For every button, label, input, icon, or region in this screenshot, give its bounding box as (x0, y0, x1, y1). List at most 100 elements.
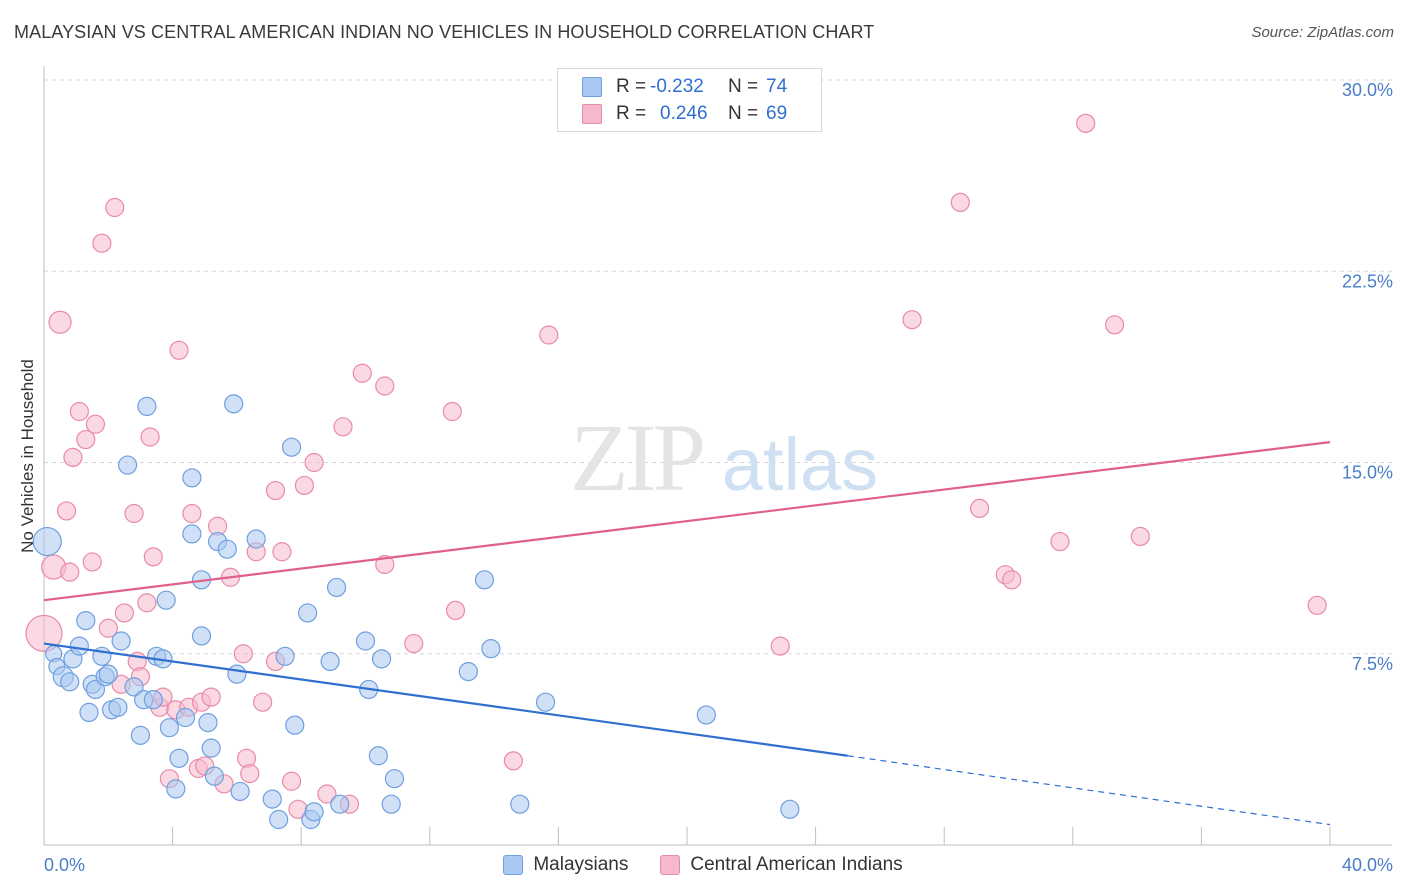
data-point (48, 310, 72, 334)
data-point (111, 631, 131, 651)
grid-lines (44, 79, 1392, 655)
data-point (217, 539, 237, 559)
trend-line (43, 642, 848, 757)
data-point (56, 501, 77, 521)
data-point (182, 503, 202, 524)
y-tick-label: 30.0% (1342, 80, 1393, 100)
legend-r-value: -0.232 (650, 76, 704, 97)
data-point (85, 679, 106, 700)
data-point (85, 414, 106, 434)
data-point (182, 468, 202, 488)
trend-line (43, 441, 1331, 602)
source-label: Source: ZipAtlas.com (1251, 24, 1394, 41)
data-point (368, 746, 388, 766)
data-point (224, 394, 244, 414)
data-point (503, 751, 523, 771)
series-central-american-indians (25, 113, 1327, 819)
legend-r-value: 0.246 (660, 103, 708, 124)
data-point (298, 603, 318, 623)
legend-row-malaysians: R = -0.232 N = 74 (582, 74, 787, 100)
data-point (175, 707, 196, 728)
data-point (156, 590, 176, 610)
data-point (201, 738, 221, 758)
x-tick-label: 0.0% (44, 855, 85, 875)
data-point (204, 766, 224, 786)
data-point (902, 310, 922, 330)
data-point (294, 475, 315, 496)
data-point (1076, 113, 1096, 133)
legend-r-label: R = (616, 103, 647, 124)
legend-swatch-blue (503, 855, 524, 875)
data-point (79, 702, 99, 723)
y-tick-label: 7.5% (1352, 654, 1393, 674)
data-point (304, 452, 324, 473)
data-point (262, 789, 282, 809)
data-point (285, 715, 305, 735)
legend-r-label: R = (616, 76, 647, 97)
data-point (281, 437, 302, 457)
data-point (355, 631, 376, 651)
data-point (458, 661, 478, 682)
data-point (780, 799, 800, 819)
data-point (117, 455, 138, 475)
trend-lines (43, 441, 1331, 826)
legend-swatch-blue (582, 77, 602, 97)
data-point (1050, 531, 1070, 552)
legend-item-malaysians: Malaysians (503, 854, 628, 876)
legend-label-central-american-indians: Central American Indians (690, 854, 903, 875)
data-point (281, 771, 302, 791)
legend-n-value: 69 (766, 103, 788, 124)
data-point (265, 480, 286, 501)
legend-n-label: N = (728, 76, 759, 97)
data-point (1104, 315, 1125, 335)
data-point (69, 636, 89, 656)
data-point (82, 552, 102, 572)
data-point (143, 690, 163, 710)
legend-n-value: 74 (766, 76, 788, 97)
y-tick-label: 15.0% (1342, 463, 1393, 483)
data-point (442, 401, 462, 422)
data-point (76, 610, 96, 631)
axes (43, 66, 1392, 846)
data-point (535, 692, 556, 712)
data-point (182, 524, 202, 544)
data-point (770, 636, 790, 656)
data-point (32, 526, 62, 557)
data-point (63, 447, 83, 467)
data-point (384, 769, 405, 789)
data-point (381, 794, 401, 814)
data-point (60, 672, 80, 692)
data-point (240, 763, 260, 784)
watermark-zip: ZIP (570, 404, 703, 511)
data-point (60, 562, 80, 582)
legend-row-central-american-indians: R = 0.246 N = 69 (582, 101, 787, 127)
data-point (98, 664, 118, 684)
data-point (130, 725, 151, 745)
data-point (25, 614, 63, 652)
data-point (159, 718, 179, 738)
data-point (76, 429, 96, 450)
data-point (445, 600, 466, 621)
data-point (950, 192, 970, 212)
data-point (233, 644, 253, 664)
y-tick-label: 22.5% (1342, 271, 1393, 291)
data-point (371, 649, 392, 669)
data-point (140, 427, 160, 447)
tick-labels: 7.5% 15.0% 22.5% 30.0% 0.0% 40.0% (44, 80, 1393, 875)
data-point (539, 325, 559, 345)
data-point (304, 802, 324, 822)
data-point (124, 677, 144, 697)
data-point (230, 781, 250, 802)
data-point (198, 712, 218, 733)
data-point (352, 363, 372, 383)
data-point (330, 794, 350, 814)
data-point (169, 748, 189, 768)
data-point (92, 233, 112, 253)
data-point (105, 197, 125, 218)
watermark-atlas: atlas (722, 423, 878, 506)
data-point (108, 697, 128, 717)
legend-n-label: N = (728, 103, 759, 124)
data-point (317, 784, 337, 804)
data-point (375, 554, 395, 575)
